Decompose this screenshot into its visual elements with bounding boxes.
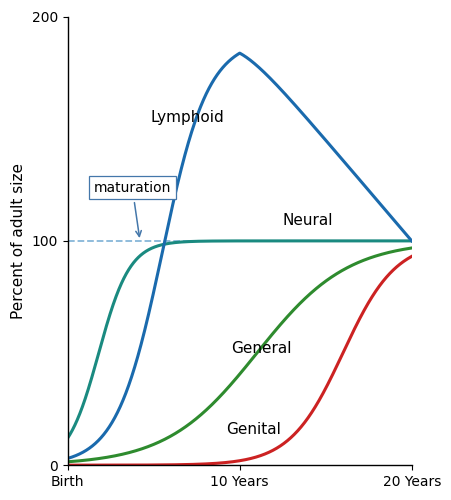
Text: Genital: Genital: [226, 422, 280, 437]
Text: Neural: Neural: [282, 213, 332, 228]
Text: Lymphoid: Lymphoid: [150, 110, 224, 125]
Y-axis label: Percent of adult size: Percent of adult size: [11, 163, 26, 319]
Text: maturation: maturation: [93, 180, 170, 236]
Text: General: General: [230, 341, 291, 356]
